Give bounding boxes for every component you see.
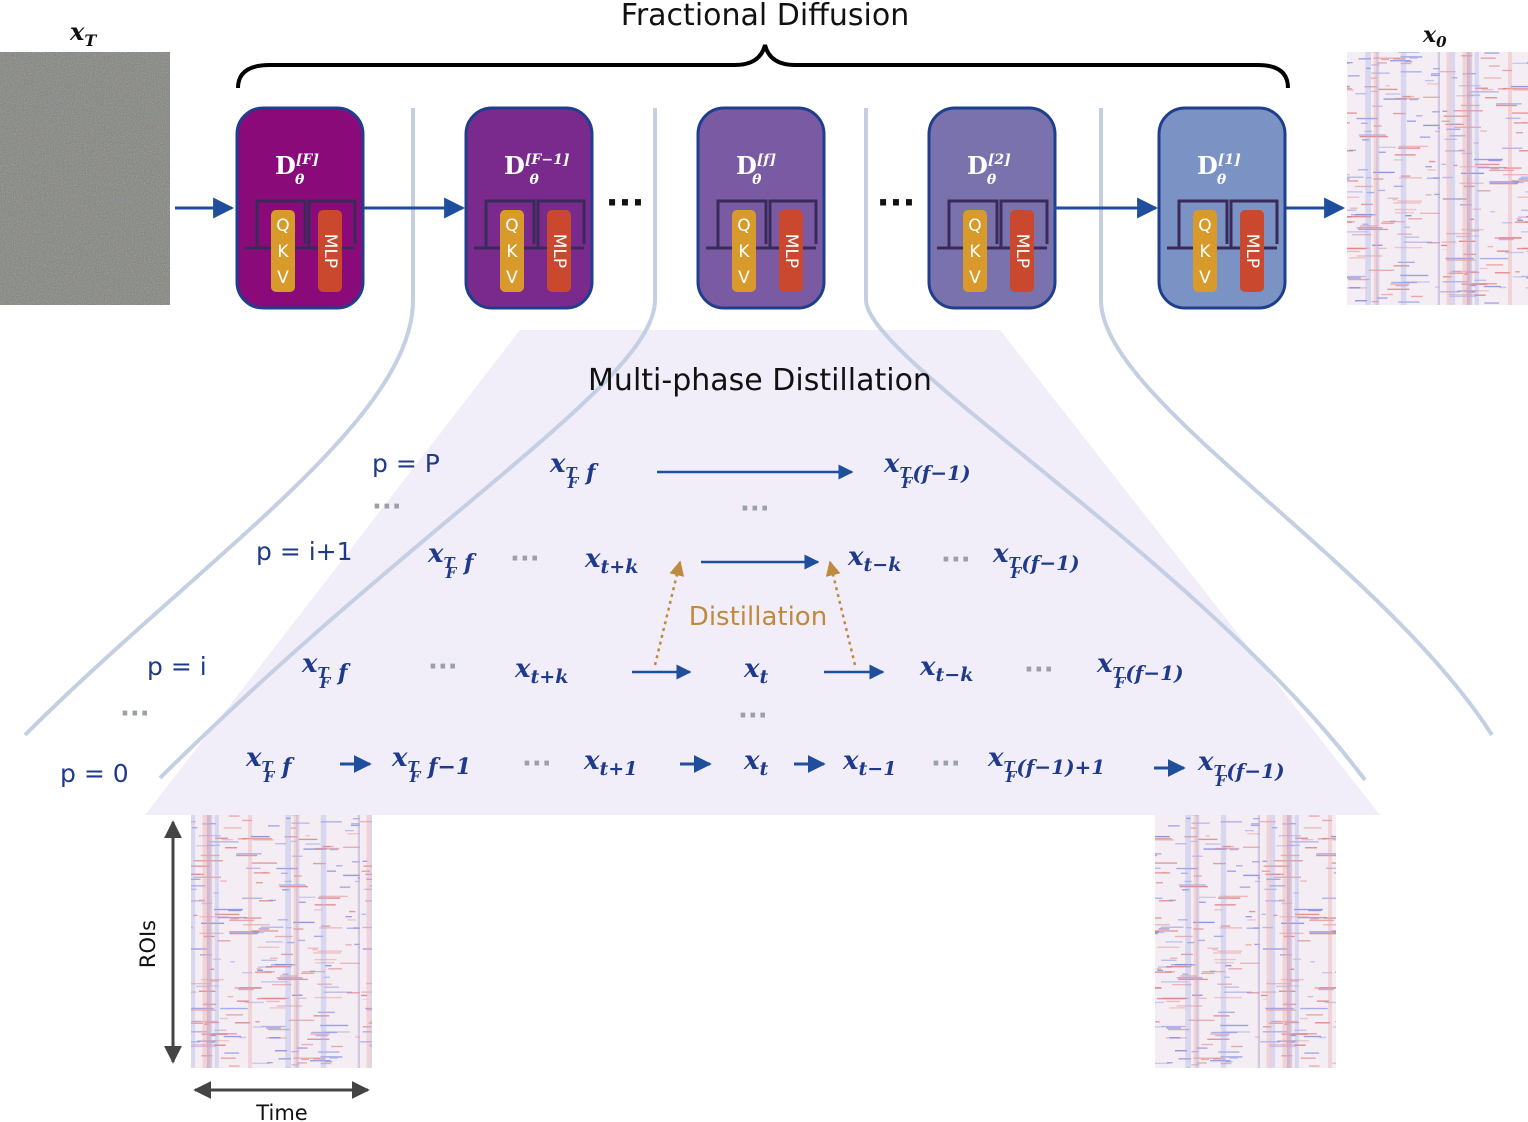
x-0-image xyxy=(1347,52,1528,305)
svg-text:···: ··· xyxy=(740,494,770,524)
qkv-letter: Q xyxy=(505,216,518,236)
qkv-attention-box xyxy=(500,210,524,292)
svg-text:···: ··· xyxy=(428,652,458,682)
fractional-diffusion-title: Fractional Diffusion xyxy=(621,0,909,33)
mlp-box xyxy=(779,210,803,292)
row-phase-0: xT F f xT F f−1 ··· xt+1 xt xt−1 ··· xT F(f… xyxy=(245,743,1285,790)
qkv-letter: K xyxy=(969,242,981,262)
qkv-letter: Q xyxy=(1198,216,1211,236)
mlp-box xyxy=(1240,210,1264,292)
qkv-letter: V xyxy=(1199,268,1211,288)
svg-text:···: ··· xyxy=(522,749,552,779)
qkv-letter: V xyxy=(277,268,289,288)
denoiser-block: D[F] θ QKV MLP xyxy=(235,106,365,310)
mlp-box xyxy=(318,210,342,292)
phase-label-i: p = i xyxy=(147,652,207,681)
connector-curves xyxy=(23,108,1494,782)
qkv-letter: K xyxy=(1199,242,1211,262)
time-axis-label: Time xyxy=(255,1101,307,1122)
x-t-label: xT xyxy=(69,17,97,50)
denoiser-block: D[F−1] θ QKV MLP xyxy=(464,106,594,310)
svg-text:xTF f: xT F f xyxy=(549,449,599,492)
bottom-right-fmri-image xyxy=(1155,815,1336,1068)
mlp-label: MLP xyxy=(549,234,569,268)
qkv-attention-box xyxy=(732,210,756,292)
denoiser-block: D[2] θ QKV MLP xyxy=(927,106,1057,310)
bottom-left-fmri-image xyxy=(191,815,372,1068)
top-dots-2: ··· xyxy=(877,183,916,223)
qkv-letter: K xyxy=(506,242,518,262)
phase-label-i1: p = i+1 xyxy=(256,537,353,566)
mlp-label: MLP xyxy=(781,234,801,268)
phase-label-P: p = P xyxy=(372,449,440,478)
top-brace xyxy=(236,44,1290,89)
x-0-label: x0 xyxy=(1422,22,1447,51)
multi-phase-distillation-title: Multi-phase Distillation xyxy=(588,363,932,398)
mlp-box xyxy=(1010,210,1034,292)
phase-dots-1: ··· xyxy=(372,492,402,522)
qkv-letter: K xyxy=(738,242,750,262)
axes-arrows xyxy=(164,820,370,1099)
mlp-box xyxy=(547,210,571,292)
rois-axis-label: ROIs xyxy=(136,920,160,968)
svg-text:···: ··· xyxy=(931,749,961,779)
block-label: D[F−1] θ xyxy=(504,151,570,188)
qkv-attention-box xyxy=(271,210,295,292)
qkv-letter: Q xyxy=(276,216,289,236)
block-label: D[1] θ xyxy=(1197,151,1241,188)
block-label: D[f] θ xyxy=(736,151,776,188)
denoiser-block: D[f] θ QKV MLP xyxy=(696,106,826,310)
x-t-noise-image xyxy=(0,52,170,305)
svg-text:···: ··· xyxy=(1024,655,1054,685)
distillation-label: Distillation xyxy=(689,602,827,632)
qkv-attention-box xyxy=(1193,210,1217,292)
qkv-letter: Q xyxy=(968,216,981,236)
qkv-letter: K xyxy=(277,242,289,262)
block-label: D[2] θ xyxy=(967,151,1011,188)
top-dots-1: ··· xyxy=(606,183,645,223)
svg-text:···: ··· xyxy=(738,701,768,731)
phase-dots-2: ··· xyxy=(120,699,150,729)
phase-label-0: p = 0 xyxy=(60,759,129,788)
svg-text:···: ··· xyxy=(510,544,540,574)
denoiser-block: D[1] θ QKV MLP xyxy=(1157,106,1287,310)
qkv-letter: V xyxy=(506,268,518,288)
qkv-letter: Q xyxy=(737,216,750,236)
mlp-label: MLP xyxy=(1242,234,1262,268)
mlp-label: MLP xyxy=(1012,234,1032,268)
distillation-trapezoid xyxy=(145,330,1380,815)
svg-text:···: ··· xyxy=(941,545,971,575)
qkv-letter: V xyxy=(738,268,750,288)
block-label: D[F] θ xyxy=(275,151,319,188)
qkv-letter: V xyxy=(969,268,981,288)
qkv-attention-box xyxy=(963,210,987,292)
mlp-label: MLP xyxy=(320,234,340,268)
